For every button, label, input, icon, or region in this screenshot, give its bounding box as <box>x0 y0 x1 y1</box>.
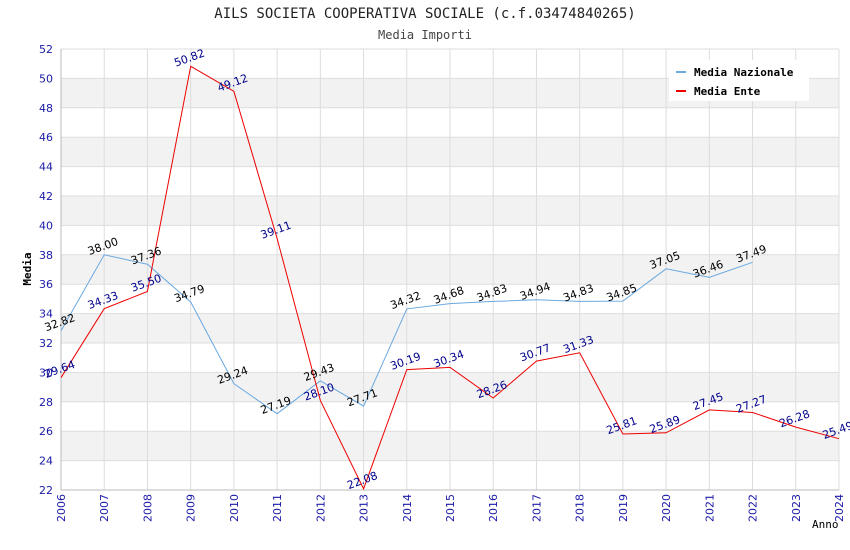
x-tick-label: 2019 <box>617 494 630 522</box>
series-line-media-nazionale <box>60 254 753 415</box>
y-tick-label: 24 <box>39 455 53 468</box>
x-tick-label: 2021 <box>703 494 716 522</box>
data-label: 50.82 <box>172 47 206 70</box>
x-tick-label: 2013 <box>358 494 371 522</box>
x-tick-label: 2015 <box>444 494 457 522</box>
legend-entry: Media Nazionale <box>694 66 794 79</box>
y-tick-label: 28 <box>39 396 53 409</box>
y-tick-label: 50 <box>39 72 53 85</box>
x-tick-label: 2010 <box>228 494 241 522</box>
x-tick-label: 2017 <box>530 494 543 522</box>
chart-subtitle: Media Importi <box>378 28 472 42</box>
y-tick-label: 30 <box>39 366 53 379</box>
y-tick-label: 48 <box>39 102 53 115</box>
y-tick-label: 36 <box>39 278 53 291</box>
y-axis-ticks: 22 24 26 28 30 32 34 36 38 40 42 44 46 48 50 52 <box>39 43 53 497</box>
x-tick-label: 2011 <box>271 494 284 522</box>
y-tick-label: 32 <box>39 337 53 350</box>
legend-entry: Media Ente <box>694 85 761 98</box>
x-tick-label: 2007 <box>98 494 111 522</box>
chart-title: AILS SOCIETA COOPERATIVA SOCIALE (c.f.03… <box>214 6 635 22</box>
x-tick-label: 2014 <box>401 494 414 522</box>
y-tick-label: 40 <box>39 219 53 232</box>
x-axis-label: Anno <box>812 518 839 531</box>
x-tick-label: 2018 <box>574 494 587 522</box>
x-tick-label: 2024 <box>833 494 846 522</box>
y-tick-label: 34 <box>39 308 53 321</box>
gridlines <box>60 48 840 491</box>
series-lines <box>60 65 840 491</box>
y-tick-label: 38 <box>39 249 53 262</box>
x-tick-label: 2009 <box>185 494 198 522</box>
y-tick-label: 44 <box>39 161 53 174</box>
x-tick-label: 2012 <box>314 494 327 522</box>
x-tick-label: 2020 <box>660 494 673 522</box>
legend-box <box>669 60 809 101</box>
x-axis-ticks: 2006 2007 2008 2009 2010 2011 2012 2013 2014 2015… <box>55 494 846 522</box>
y-tick-label: 46 <box>39 131 53 144</box>
y-tick-label: 42 <box>39 190 53 203</box>
y-tick-label: 22 <box>39 484 53 497</box>
x-tick-label: 2016 <box>487 494 500 522</box>
y-tick-label: 52 <box>39 43 53 56</box>
x-tick-label: 2022 <box>747 494 760 522</box>
data-label: 34.32 <box>389 289 423 312</box>
x-tick-label: 2006 <box>55 494 68 522</box>
legend: Media Nazionale Media Ente <box>669 60 809 101</box>
data-label: 22.08 <box>345 469 379 492</box>
x-tick-label: 2023 <box>790 494 803 522</box>
y-axis-label: Media <box>21 252 34 285</box>
data-label: 34.79 <box>172 282 206 305</box>
data-label: 30.77 <box>518 341 552 364</box>
x-tick-label: 2008 <box>141 494 154 522</box>
series-line-media-ente <box>60 65 840 491</box>
data-label: 34.33 <box>86 289 120 312</box>
y-tick-label: 26 <box>39 425 53 438</box>
